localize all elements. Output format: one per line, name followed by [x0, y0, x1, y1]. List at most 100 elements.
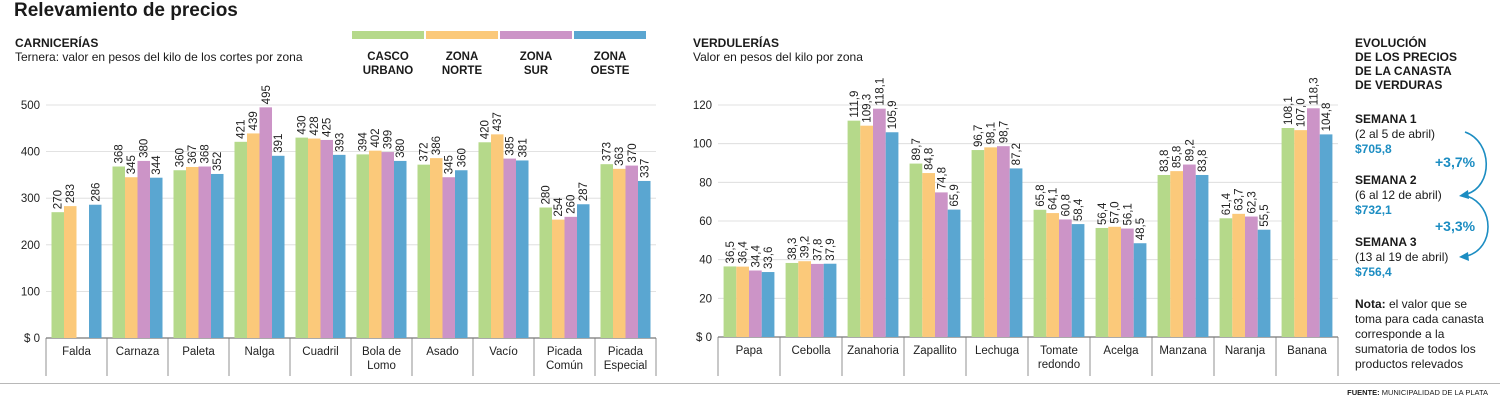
verdulerias-value-label-banana-casco-urbano: 108,1 [1283, 96, 1295, 125]
verdulerias-bar-cebolla-zona-norte [798, 261, 811, 337]
legend-item-zona-sur: ZONA SUR [500, 31, 572, 81]
carnicerias-plot: $ 0 100 200 300 400 500 Falda 270 283 286 Carnaza 3… [21, 85, 657, 376]
verdulerias-value-label-lechuga-zona-norte: 98,1 [986, 122, 998, 144]
carnicerias-bar-picada-especial-casco-urbano [600, 164, 613, 338]
carnicerias-value-label-asado-zona-sur: 345 [444, 155, 456, 174]
evolucion-panel: EVOLUCIÓN DE LOS PRECIOS DE LA CANASTA D… [1355, 36, 1500, 371]
legend-swatch-zona-oeste [574, 31, 646, 39]
verdulerias-plot: $ 0 20 40 60 80 100 120 Papa 36,5 36,4 34,4 33,6 Ceb… [693, 77, 1339, 376]
carnicerias-bar-asado-casco-urbano [417, 164, 430, 338]
verdulerias-ytick-label: 100 [693, 139, 712, 151]
carnicerias-value-label-paleta-zona-sur: 368 [200, 144, 212, 163]
carnicerias-bar-carnaza-casco-urbano [112, 166, 125, 338]
carnicerias-bar-picada-comun-zona-sur [564, 216, 578, 338]
carnicerias-bar-asado-zona-sur [442, 177, 456, 338]
verdulerias-bar-zapallito-zona-sur [935, 192, 948, 337]
carnicerias-value-label-picada-comun-casco-urbano: 280 [541, 185, 553, 204]
carnicerias-ytick-label: 500 [21, 100, 40, 112]
verdulerias-value-label-zanahoria-casco-urbano: 111,9 [849, 91, 861, 118]
carnicerias-value-label-picada-comun-zona-norte: 254 [553, 197, 565, 217]
carnicerias-value-label-falda-zona-oeste: 286 [90, 183, 102, 202]
carnicerias-subtitle: Ternera: valor en pesos del kilo de los … [15, 50, 303, 64]
verdulerias-bar-cebolla-zona-sur [811, 263, 824, 337]
verdulerias-value-label-papa-zona-sur: 34,4 [750, 245, 762, 268]
verdulerias-bar-cebolla-zona-oeste [823, 263, 837, 337]
carnicerias-value-label-bola-de-lomo-casco-urbano: 394 [358, 132, 370, 152]
carnicerias-category-label-falda: Falda [62, 346, 91, 358]
verdulerias-bar-papa-zona-oeste [761, 272, 775, 337]
verdulerias-category-label-tomate-redondo: Tomate [1040, 345, 1078, 357]
verdulerias-value-label-tomate-redondo-zona-oeste: 58,4 [1073, 198, 1085, 221]
carnicerias-value-label-paleta-casco-urbano: 360 [175, 148, 187, 167]
verdulerias-value-label-zapallito-casco-urbano: 89,7 [911, 138, 923, 160]
verdulerias-value-label-zapallito-zona-oeste: 65,9 [949, 184, 961, 206]
legend-item-casco-urbano: CASCO URBANO [352, 31, 424, 81]
carnicerias-value-label-picada-especial-zona-oeste: 337 [639, 159, 651, 178]
verdulerias-value-label-banana-zona-sur: 118,3 [1308, 77, 1320, 105]
arrowhead-2-icon [1459, 252, 1469, 261]
carnicerias-ytick-label: 100 [21, 286, 40, 298]
carnicerias-bar-bola-de-lomo-zona-sur [381, 152, 395, 338]
verdulerias-bar-zanahoria-casco-urbano [847, 120, 861, 337]
verdulerias-category-label-acelga: Acelga [1103, 345, 1139, 357]
arrow-week2-to-week3-icon [1466, 195, 1489, 257]
carnicerias-value-label-carnaza-zona-oeste: 344 [151, 155, 163, 175]
verdulerias-value-label-zanahoria-zona-oeste: 105,9 [887, 100, 899, 129]
carnicerias-value-label-picada-comun-zona-oeste: 287 [578, 182, 590, 201]
carnicerias-bar-cuadril-zona-sur [320, 139, 334, 338]
carnicerias-bar-picada-especial-zona-norte [612, 168, 626, 338]
verdulerias-bar-tomate-redondo-zona-norte [1046, 213, 1059, 337]
change-1-label: +3,7% [1435, 154, 1476, 170]
verdulerias-value-label-acelga-zona-oeste: 48,5 [1135, 218, 1147, 240]
legend-label-casco-urbano: CASCO URBANO [362, 51, 414, 77]
carnicerias-bar-bola-de-lomo-zona-oeste [394, 160, 407, 338]
week-2-value: $732,1 [1355, 203, 1392, 217]
carnicerias-bar-picada-comun-zona-oeste [577, 204, 590, 338]
carnicerias-bar-cuadril-zona-norte [307, 138, 321, 338]
carnicerias-bar-paleta-casco-urbano [173, 170, 186, 338]
verdulerias-value-label-papa-zona-norte: 36,4 [738, 241, 750, 264]
verdulerias-value-label-banana-zona-oeste: 104,8 [1321, 103, 1333, 132]
verdulerias-value-label-cebolla-casco-urbano: 38,3 [787, 238, 799, 260]
verdulerias-value-label-zanahoria-zona-sur: 118,1 [874, 78, 886, 106]
carnicerias-value-label-picada-especial-zona-sur: 370 [627, 143, 639, 162]
arrowhead-1-icon [1459, 190, 1469, 199]
carnicerias-category-label-vacio: Vacío [489, 346, 518, 358]
verdulerias-value-label-acelga-zona-sur: 56,1 [1122, 203, 1134, 225]
carnicerias-value-label-falda-zona-norte: 283 [65, 184, 77, 203]
verdulerias-value-label-manzana-casco-urbano: 83,8 [1159, 150, 1171, 172]
verdulerias-ytick-label: 120 [693, 100, 712, 112]
carnicerias-bar-picada-comun-zona-norte [551, 219, 565, 338]
verdulerias-ytick-label: 80 [699, 177, 712, 189]
carnicerias-category-label-picada-especial: Especial [604, 360, 647, 372]
verdulerias-bar-banana-zona-oeste [1319, 134, 1333, 337]
carnicerias-value-label-cuadril-zona-oeste: 393 [334, 133, 346, 152]
verdulerias-ytick-label: $ 0 [696, 332, 712, 344]
verdulerias-value-label-lechuga-zona-oeste: 87,2 [1011, 143, 1023, 165]
carnicerias-category-label-picada-especial: Picada [608, 346, 644, 358]
verdulerias-value-label-acelga-zona-norte: 57,0 [1110, 201, 1122, 223]
carnicerias-ytick-label: 400 [21, 147, 40, 159]
week-3-label: SEMANA 3 [1355, 235, 1417, 249]
trend-arrows [1459, 131, 1489, 261]
verdulerias-value-label-lechuga-casco-urbano: 96,7 [973, 125, 985, 147]
week-1-label: SEMANA 1 [1355, 112, 1417, 126]
carnicerias-bar-bola-de-lomo-zona-norte [368, 150, 382, 338]
verdulerias-subtitle: Valor en pesos del kilo por zona [693, 50, 863, 64]
verdulerias-bar-cebolla-casco-urbano [785, 262, 799, 337]
carnicerias-value-label-vacio-zona-sur: 385 [505, 136, 517, 155]
verdulerias-category-label-naranja: Naranja [1225, 345, 1266, 357]
carnicerias-value-label-bola-de-lomo-zona-oeste: 380 [395, 139, 407, 158]
verdulerias-bar-manzana-zona-sur [1183, 164, 1196, 337]
carnicerias-title: CARNICERÍAS [15, 36, 99, 50]
carnicerias-bar-picada-especial-zona-sur [625, 165, 639, 338]
carnicerias-bar-cuadril-casco-urbano [295, 137, 308, 338]
page-title: Relevamiento de precios [14, 0, 238, 21]
verdulerias-ytick-label: 20 [699, 293, 712, 305]
verdulerias-bar-banana-zona-norte [1294, 130, 1307, 337]
carnicerias-value-label-picada-especial-casco-urbano: 373 [602, 142, 614, 161]
verdulerias-value-label-cebolla-zona-norte: 39,2 [800, 236, 812, 258]
carnicerias-value-label-cuadril-casco-urbano: 430 [297, 115, 309, 134]
carnicerias-value-label-carnaza-zona-sur: 380 [139, 139, 151, 158]
